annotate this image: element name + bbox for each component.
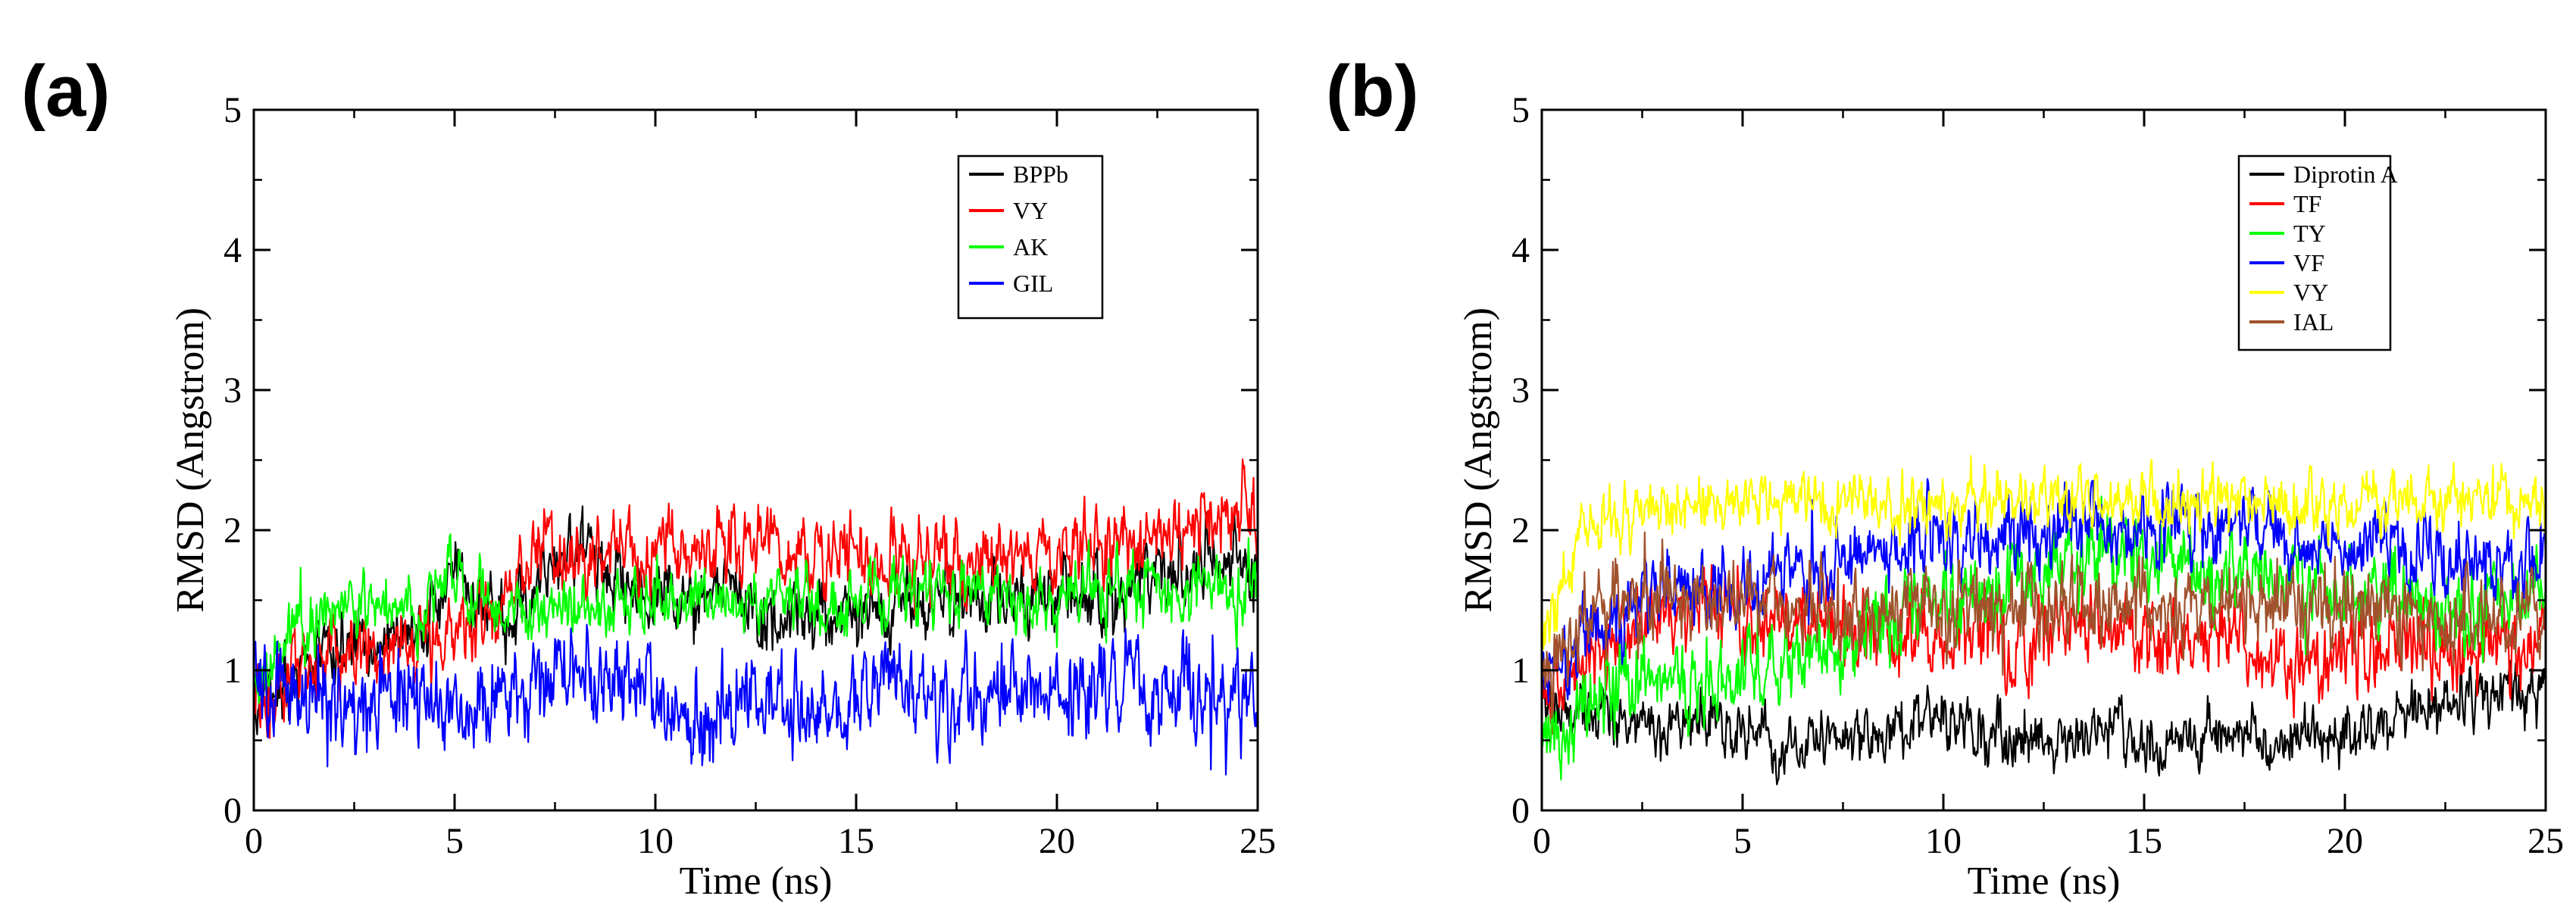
legend-label: BPPb	[1013, 161, 1068, 188]
legend-label: AK	[1013, 233, 1048, 261]
series-line-ty	[1542, 495, 2546, 781]
plot-area	[1542, 454, 2546, 785]
legend-label: VY	[2293, 279, 2328, 306]
panel-label-b: (b)	[1326, 51, 1419, 132]
plot-area	[254, 458, 1258, 776]
legend-label: VF	[2293, 249, 2324, 276]
legend-box	[957, 155, 1104, 320]
y-tick-label: 0	[224, 791, 242, 831]
x-tick-label: 0	[245, 821, 263, 861]
series-line-gil	[254, 623, 1258, 776]
y-tick-label: 2	[224, 510, 242, 551]
x-tick-label: 10	[637, 821, 674, 861]
y-tick-label: 3	[1512, 370, 1530, 410]
series-line-ak	[254, 533, 1258, 704]
legend-label: GIL	[1013, 270, 1053, 297]
x-tick-label: 0	[1533, 821, 1551, 861]
x-tick-label: 5	[445, 821, 464, 861]
legend-label: VY	[1013, 197, 1048, 224]
x-tick-label: 20	[2327, 821, 2363, 861]
x-axis-title: Time (ns)	[1968, 860, 2121, 903]
x-tick-label: 5	[1733, 821, 1752, 861]
y-tick-label: 1	[1512, 651, 1530, 691]
x-tick-label: 20	[1039, 821, 1075, 861]
x-axis-title: Time (ns)	[680, 860, 833, 903]
x-tick-label: 25	[1240, 821, 1276, 861]
x-tick-label: 15	[838, 821, 874, 861]
legend-label: TY	[2293, 220, 2326, 247]
rmsd-chart-a: 0 1 2 3 4 5 0 5 10 15 20 25 Time (ns) RMSD (Angstrom)…	[169, 90, 1276, 903]
series-line-vy	[1542, 454, 2546, 656]
x-tick-label: 25	[2528, 821, 2564, 861]
x-tick-label: 15	[2126, 821, 2162, 861]
y-tick-label: 0	[1512, 791, 1530, 831]
y-tick-label: 4	[224, 230, 242, 270]
series-line-diprotin-a	[1542, 659, 2546, 785]
y-axis-title: RMSD (Angstrom)	[1457, 307, 1500, 613]
panel-label-a: (a)	[21, 51, 111, 132]
y-tick-label: 5	[224, 90, 242, 130]
series-line-tf	[1542, 563, 2546, 735]
y-axis-title: RMSD (Angstrom)	[169, 307, 212, 613]
legend-label: Diprotin A	[2293, 161, 2398, 188]
legend-box	[2237, 155, 2392, 351]
y-tick-label: 2	[1512, 510, 1530, 551]
legend-label: TF	[2293, 190, 2321, 217]
x-tick-label: 10	[1925, 821, 1962, 861]
y-tick-label: 5	[1512, 90, 1530, 130]
y-tick-label: 1	[224, 651, 242, 691]
y-tick-label: 3	[224, 370, 242, 410]
y-tick-label: 4	[1512, 230, 1530, 270]
plot-frame	[1540, 108, 2547, 812]
rmsd-chart-b: 0 1 2 3 4 5 0 5 10 15 20 25 Time (ns) RMSD (Angstrom)…	[1457, 90, 2564, 903]
legend-label: IAL	[2293, 308, 2334, 336]
series-line-ial	[1542, 531, 2546, 720]
